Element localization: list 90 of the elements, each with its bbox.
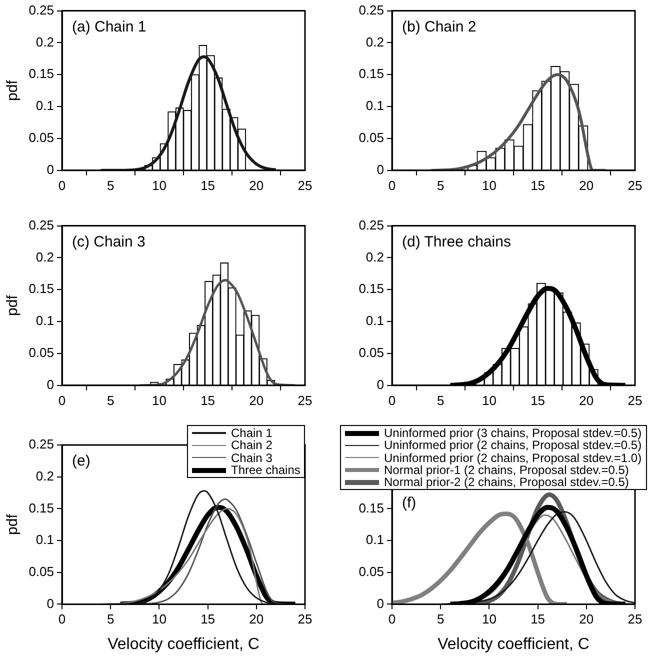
x-tick-label: 5 [436, 178, 444, 193]
y-tick-label: 0.2 [36, 249, 54, 264]
x-tick-label: 5 [106, 178, 114, 193]
x-tick-label: 15 [200, 612, 216, 627]
x-tick-label: 15 [200, 178, 216, 193]
y-tick-label: 0.05 [28, 130, 54, 146]
y-tick-label: 0.25 [28, 436, 54, 452]
x-tick-label: 10 [482, 392, 496, 408]
y-tick-label: 0.1 [36, 313, 54, 328]
x-tick-label: 25 [628, 178, 642, 193]
y-tick-label: 0.25 [28, 2, 54, 18]
x-tick-label: 20 [249, 612, 264, 627]
annotation: (b) Chain 2 [402, 18, 476, 36]
x-tick-label: 0 [58, 612, 66, 627]
y-tick-label: 0 [46, 162, 54, 177]
y-tick-label: 0.05 [28, 564, 54, 579]
x-tick-label: 5 [436, 612, 444, 627]
y-tick-label: 0.15 [28, 500, 54, 516]
y-tick-label: 0.15 [358, 500, 384, 516]
annotation: (f) [402, 494, 416, 512]
x-tick-label: 25 [298, 612, 312, 627]
y-axis-title: pdf [4, 294, 22, 316]
x-tick-label: 15 [530, 178, 546, 193]
x-tick-label: 15 [530, 612, 546, 627]
annotation: (c) Chain 3 [72, 233, 146, 250]
y-tick-label: 0.1 [366, 98, 384, 114]
x-tick-label: 25 [298, 178, 312, 193]
legend-label: Uninformed prior (2 chains, Proposal stdev.=1.0) [384, 450, 642, 465]
legend-label: Uninformed prior (2 chains, Proposal stdev.=0.5) [384, 438, 642, 452]
y-tick-label: 0.1 [366, 532, 384, 548]
y-tick-label: 0.05 [28, 345, 54, 360]
y-tick-label: 0 [376, 376, 384, 392]
x-tick-label: 10 [482, 612, 496, 627]
y-tick-label: 0.05 [358, 130, 384, 146]
y-tick-label: 0.1 [36, 98, 54, 114]
x-axis-title: Velocity coefficient, C [438, 636, 590, 653]
y-tick-label: 0.15 [358, 281, 384, 296]
x-tick-label: 0 [388, 178, 396, 193]
x-tick-label: 10 [482, 178, 496, 193]
x-tick-label: 20 [579, 612, 594, 627]
y-tick-label: 0 [46, 596, 54, 611]
y-tick-label: 0.25 [28, 217, 54, 232]
x-tick-label: 0 [388, 612, 396, 627]
y-tick-label: 0 [46, 376, 54, 392]
legend-label: Chain 1 [231, 426, 272, 440]
annotation: (a) Chain 1 [72, 18, 146, 36]
legend-label: Normal prior-1 (2 chains, Proposal stdev.=0.5) [384, 462, 629, 477]
y-axis-title: pdf [4, 513, 22, 536]
legend-label: Uninformed prior (3 chains, Proposal stdev.=0.5) [384, 426, 642, 440]
x-tick-label: 20 [249, 392, 264, 408]
y-tick-label: 0.15 [28, 66, 54, 82]
x-tick-label: 20 [249, 178, 264, 193]
x-tick-label: 5 [106, 612, 114, 627]
annotation: (e) [72, 452, 90, 470]
x-tick-label: 20 [579, 392, 594, 408]
y-tick-label: 0 [376, 162, 384, 177]
annotation: (d) Three chains [402, 233, 511, 250]
x-tick-label: 0 [58, 178, 66, 193]
x-tick-label: 0 [58, 392, 66, 408]
x-tick-label: 20 [579, 178, 594, 193]
x-tick-label: 10 [152, 612, 166, 627]
y-tick-label: 0.2 [366, 34, 384, 50]
legend-label: Three chains [231, 462, 300, 477]
x-tick-label: 10 [152, 392, 166, 408]
y-tick-label: 0.1 [366, 313, 384, 328]
y-tick-label: 0 [376, 596, 384, 611]
legend-label: Normal prior-2 (2 chains, Proposal stdev.=0.5) [384, 475, 629, 490]
y-tick-label: 0.2 [366, 249, 384, 264]
x-tick-label: 15 [200, 392, 216, 408]
x-tick-label: 25 [298, 392, 312, 408]
x-tick-label: 5 [106, 392, 114, 408]
legend-label: Chain 3 [231, 450, 272, 465]
x-tick-label: 10 [152, 178, 166, 193]
x-tick-label: 25 [628, 612, 642, 627]
y-tick-label: 0.25 [358, 217, 384, 232]
x-axis-title: Velocity coefficient, C [108, 636, 260, 653]
y-tick-label: 0.05 [358, 564, 384, 579]
x-tick-label: 5 [436, 392, 444, 408]
y-tick-label: 0.15 [358, 66, 384, 82]
legend-label: Chain 2 [231, 438, 272, 452]
y-tick-label: 0.1 [36, 532, 54, 548]
y-tick-label: 0.25 [358, 2, 384, 18]
y-tick-label: 0.2 [36, 34, 54, 50]
x-tick-label: 0 [388, 392, 396, 408]
x-tick-label: 25 [628, 392, 642, 408]
y-tick-label: 0.05 [358, 345, 384, 360]
y-tick-label: 0.2 [36, 468, 54, 484]
y-tick-label: 0.15 [28, 281, 54, 296]
x-tick-label: 15 [530, 392, 546, 408]
y-axis-title: pdf [4, 79, 22, 102]
